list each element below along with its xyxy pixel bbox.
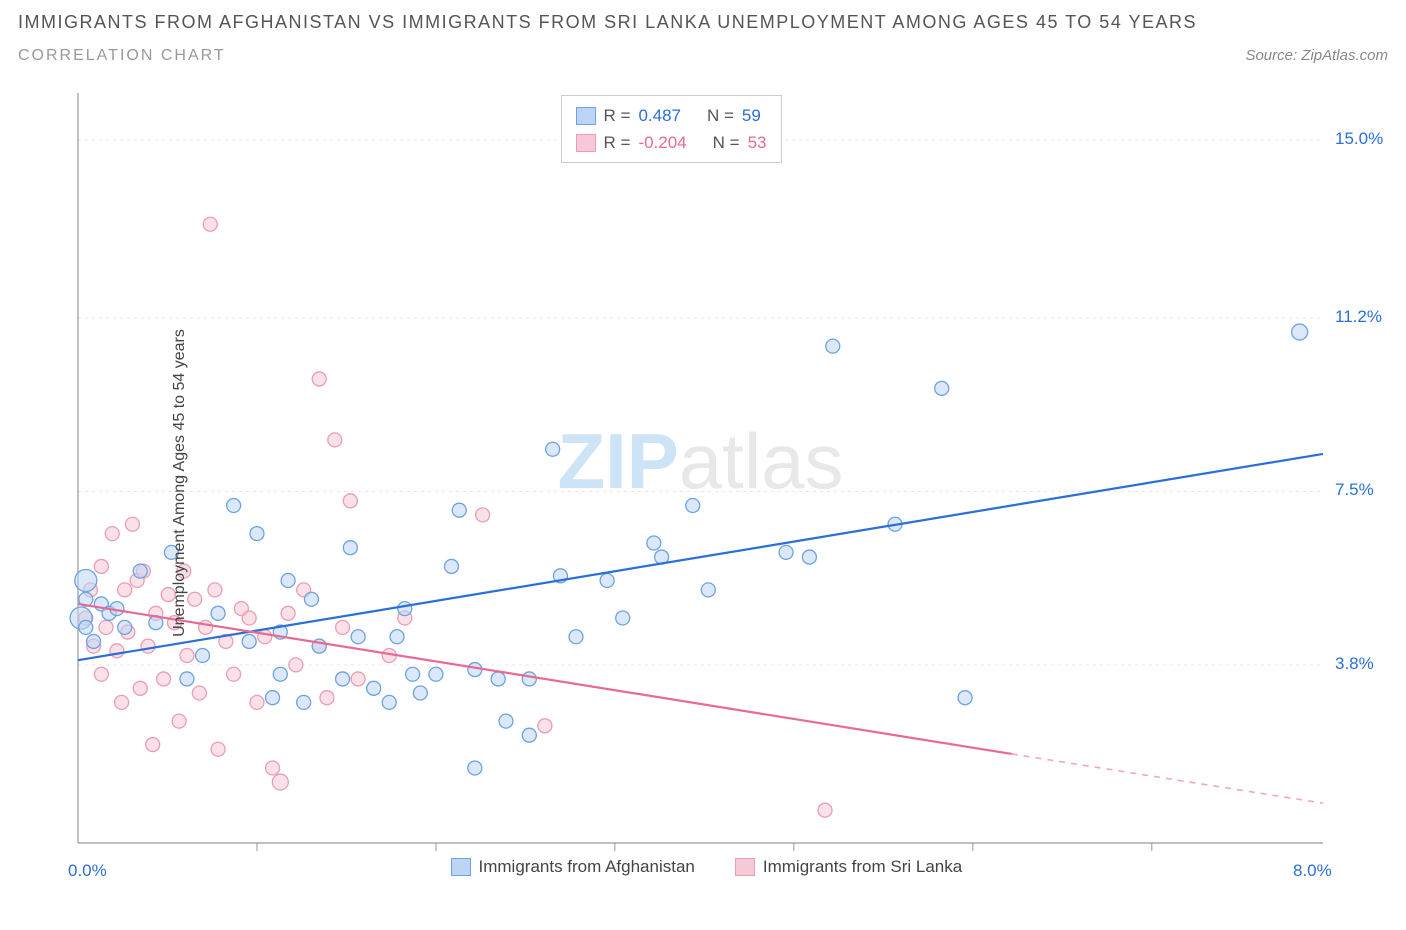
chart-subtitle: CORRELATION CHART: [18, 47, 226, 65]
r-value-srilanka: -0.204: [638, 129, 686, 156]
chart-area: Unemployment Among Ages 45 to 54 years Z…: [18, 83, 1388, 883]
correlation-stats-box: R = 0.487 N = 59 R = -0.204 N = 53: [561, 95, 782, 163]
source-attribution: Source: ZipAtlas.com: [1245, 47, 1388, 64]
legend-label-srilanka: Immigrants from Sri Lanka: [763, 857, 962, 877]
chart-title: IMMIGRANTS FROM AFGHANISTAN VS IMMIGRANT…: [18, 12, 1388, 33]
r-label: R =: [604, 129, 631, 156]
n-value-srilanka: 53: [748, 129, 767, 156]
legend-label-afghanistan: Immigrants from Afghanistan: [479, 857, 695, 877]
r-value-afghanistan: 0.487: [638, 102, 681, 129]
swatch-srilanka: [735, 858, 755, 876]
y-tick-label: 3.8%: [1335, 654, 1374, 674]
stats-row-afghanistan: R = 0.487 N = 59: [576, 102, 767, 129]
swatch-afghanistan: [451, 858, 471, 876]
y-axis-label: Unemployment Among Ages 45 to 54 years: [171, 329, 189, 637]
legend: Immigrants from Afghanistan Immigrants f…: [451, 857, 963, 877]
legend-item-srilanka: Immigrants from Sri Lanka: [735, 857, 962, 877]
n-label: N =: [713, 129, 740, 156]
stats-row-srilanka: R = -0.204 N = 53: [576, 129, 767, 156]
x-axis-max-label: 8.0%: [1293, 861, 1332, 881]
swatch-srilanka: [576, 134, 596, 152]
swatch-afghanistan: [576, 107, 596, 125]
y-tick-label: 7.5%: [1335, 480, 1374, 500]
y-tick-label: 15.0%: [1335, 129, 1383, 149]
svg-text:ZIPatlas: ZIPatlas: [557, 417, 843, 505]
n-label: N =: [707, 102, 734, 129]
y-tick-label: 11.2%: [1335, 307, 1382, 327]
legend-item-afghanistan: Immigrants from Afghanistan: [451, 857, 695, 877]
r-label: R =: [604, 102, 631, 129]
n-value-afghanistan: 59: [742, 102, 761, 129]
x-axis-min-label: 0.0%: [68, 861, 107, 881]
scatter-chart: ZIPatlas: [18, 83, 1388, 883]
